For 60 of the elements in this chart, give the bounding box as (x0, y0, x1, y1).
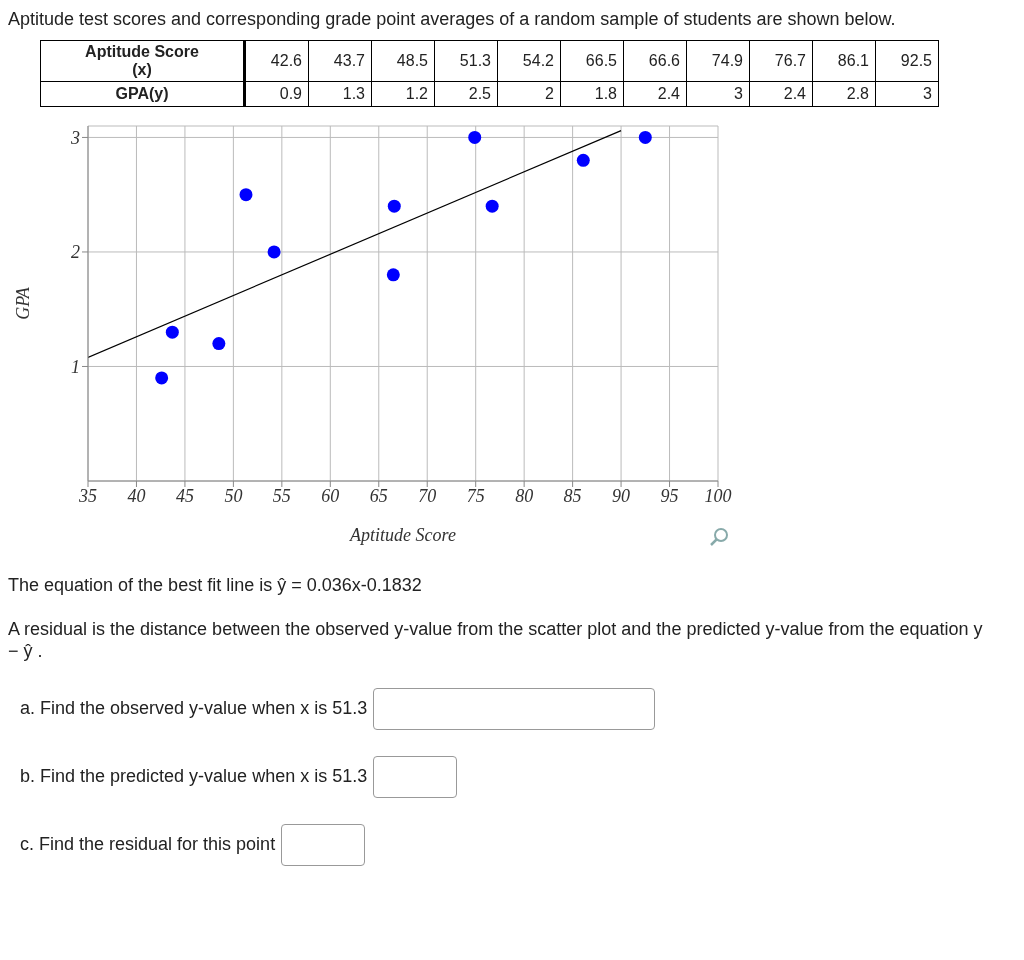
point (386, 268, 400, 282)
point (267, 245, 281, 259)
y-tick-label: 2 (71, 242, 80, 263)
text: 66.6 (623, 40, 687, 82)
x-tick-label: 35 (78, 485, 97, 506)
text: b. Find the predicted y-value when x is 51.3 (20, 765, 368, 786)
x-axis-title: Aptitude Score (349, 525, 456, 545)
text: 54.2 (497, 40, 561, 82)
text: 3 (686, 81, 750, 107)
text: 2 (497, 81, 561, 107)
point (468, 130, 482, 144)
text: 2.5 (434, 81, 498, 107)
x-tick-label: 55 (272, 485, 291, 506)
text: 3 (875, 81, 939, 107)
point (576, 153, 590, 167)
text: 1.2 (371, 81, 435, 107)
x-tick-label: 95 (660, 485, 679, 506)
text: 0.9 (244, 81, 309, 107)
x-tick-label: 85 (563, 485, 582, 506)
text: 42.6 (244, 40, 309, 82)
x-tick-label: 70 (418, 485, 437, 506)
text: c. Find the residual for this point (20, 833, 276, 854)
text: 48.5 (371, 40, 435, 82)
x-tick-label: 75 (466, 485, 485, 506)
point (165, 325, 179, 339)
text: A residual is the distance between the observed y-value from the scatter plot and the predicted y-value from the equation y − ŷ . (8, 618, 983, 662)
text: 51.3 (434, 40, 498, 82)
text: a. Find the observed y-value when x is 51.3 (20, 697, 368, 718)
text: The equation of the best fit line is ŷ = 0.036x-0.1832 (8, 575, 423, 596)
point (155, 371, 169, 385)
text: 2.4 (623, 81, 687, 107)
y-tick-label: 1 (71, 356, 80, 377)
x-tick-label: 90 (612, 485, 631, 506)
text: GPA(y) (40, 81, 245, 107)
text: 74.9 (686, 40, 750, 82)
y-tick-label: 3 (70, 127, 80, 148)
point (387, 199, 401, 213)
point (212, 337, 226, 351)
text: 66.5 (560, 40, 624, 82)
x-tick-label: 45 (175, 485, 194, 506)
text: 2.4 (749, 81, 813, 107)
text: 1.3 (308, 81, 372, 107)
text: 76.7 (749, 40, 813, 82)
y-axis-title: GPA (13, 286, 34, 320)
point (485, 199, 499, 213)
chart-title: Aptitude test scores and corresponding grade point averages of a random sample of students are shown below. (8, 8, 897, 30)
x-tick-label: 50 (224, 485, 243, 506)
x-tick-label: 40 (127, 485, 146, 506)
text: 92.5 (875, 40, 939, 82)
text: 2.8 (812, 81, 876, 107)
text: Aptitude Score (x) (40, 40, 245, 82)
text: 43.7 (308, 40, 372, 82)
text: 1.8 (560, 81, 624, 107)
point (239, 188, 253, 202)
x-tick-label: 100 (704, 485, 732, 506)
point (638, 130, 652, 144)
x-tick-label: 80 (515, 485, 534, 506)
x-tick-label: 60 (321, 485, 340, 506)
text: 86.1 (812, 40, 876, 82)
x-tick-label: 65 (369, 485, 388, 506)
